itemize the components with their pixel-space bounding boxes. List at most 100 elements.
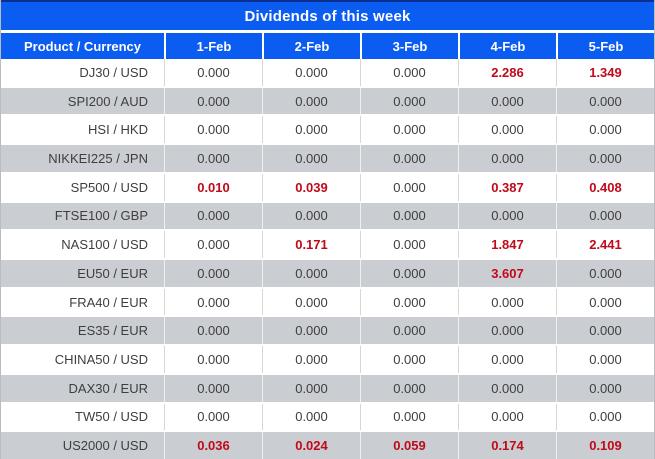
- value-cell: 0.000: [556, 116, 654, 144]
- value-cell: 2.441: [556, 231, 654, 259]
- value-cell: 0.010: [164, 173, 262, 201]
- value-cell: 0.000: [164, 374, 262, 402]
- column-header-date: 5-Feb: [556, 33, 654, 59]
- value-cell: 0.000: [360, 59, 458, 86]
- value-cell: 1.349: [556, 59, 654, 86]
- value-cell: 0.000: [262, 374, 360, 402]
- value-cell: 0.000: [262, 288, 360, 316]
- value-cell: 0.000: [164, 403, 262, 431]
- value-cell: 0.000: [556, 202, 654, 230]
- title-separator: [1, 30, 654, 33]
- value-cell: 0.000: [164, 288, 262, 316]
- table-row: FRA40 / EUR 0.000 0.000 0.000 0.000 0.000: [1, 288, 654, 318]
- table-row: NAS100 / USD 0.000 0.171 0.000 1.847 2.441: [1, 231, 654, 261]
- value-cell: 0.024: [262, 432, 360, 459]
- value-cell: 0.000: [164, 145, 262, 172]
- value-cell: 0.000: [458, 116, 556, 144]
- column-header-date: 1-Feb: [164, 33, 262, 59]
- product-cell: SPI200 / AUD: [67, 93, 148, 109]
- value-cell: 0.000: [262, 145, 360, 172]
- value-cell: 0.000: [360, 116, 458, 144]
- value-cell: 0.408: [556, 173, 654, 201]
- table-body: DJ30 / USD 0.000 0.000 0.000 2.286 1.349 SPI20…: [1, 59, 654, 459]
- value-cell: 0.000: [262, 59, 360, 86]
- value-cell: 0.000: [164, 317, 262, 345]
- value-cell: 2.286: [458, 59, 556, 86]
- value-cell: 0.000: [458, 202, 556, 230]
- table-header-row: Product / Currency 1-Feb 2-Feb 3-Feb 4-Feb 5-…: [1, 33, 654, 59]
- value-cell: 0.000: [556, 288, 654, 316]
- value-cell: 0.000: [164, 59, 262, 86]
- value-cell: 0.000: [360, 231, 458, 259]
- value-cell: 0.000: [458, 288, 556, 316]
- table-row: CHINA50 / USD 0.000 0.000 0.000 0.000 0.000: [1, 346, 654, 375]
- product-cell: NAS100 / USD: [61, 237, 148, 253]
- table-title: Dividends of this week: [1, 0, 654, 30]
- product-cell: HSI / HKD: [88, 122, 148, 138]
- value-cell: 0.000: [360, 403, 458, 431]
- value-cell: 0.000: [556, 346, 654, 373]
- value-cell: 0.059: [360, 432, 458, 459]
- value-cell: 0.000: [360, 202, 458, 230]
- value-cell: 0.000: [458, 346, 556, 373]
- value-cell: 0.000: [360, 288, 458, 316]
- table-row: NIKKEI225 / JPN 0.000 0.000 0.000 0.000 0.000: [1, 145, 654, 174]
- product-cell: NIKKEI225 / JPN: [48, 151, 148, 167]
- value-cell: 0.036: [164, 432, 262, 459]
- value-cell: 1.847: [458, 231, 556, 259]
- value-cell: 0.000: [262, 87, 360, 115]
- value-cell: 0.000: [458, 374, 556, 402]
- value-cell: 0.000: [262, 116, 360, 144]
- value-cell: 0.000: [360, 317, 458, 345]
- table-row: FTSE100 / GBP 0.000 0.000 0.000 0.000 0.000: [1, 202, 654, 232]
- table-row: DAX30 / EUR 0.000 0.000 0.000 0.000 0.000: [1, 374, 654, 404]
- value-cell: 0.000: [556, 374, 654, 402]
- product-cell: ES35 / EUR: [77, 323, 148, 339]
- table-row: SPI200 / AUD 0.000 0.000 0.000 0.000 0.000: [1, 87, 654, 117]
- value-cell: 0.000: [262, 403, 360, 431]
- value-cell: 0.000: [262, 260, 360, 287]
- product-cell: EU50 / EUR: [77, 265, 148, 281]
- value-cell: 0.000: [360, 346, 458, 373]
- value-cell: 0.000: [556, 145, 654, 172]
- column-header-date: 2-Feb: [262, 33, 360, 59]
- value-cell: 0.000: [556, 260, 654, 287]
- value-cell: 0.000: [458, 87, 556, 115]
- value-cell: 0.000: [360, 173, 458, 201]
- value-cell: 0.000: [556, 317, 654, 345]
- column-header-date: 4-Feb: [458, 33, 556, 59]
- product-cell: DJ30 / USD: [79, 64, 148, 80]
- value-cell: 0.000: [360, 260, 458, 287]
- product-cell: CHINA50 / USD: [54, 352, 148, 368]
- value-cell: 0.000: [360, 145, 458, 172]
- table-row: SP500 / USD 0.010 0.039 0.000 0.387 0.408: [1, 173, 654, 203]
- product-cell: TW50 / USD: [75, 409, 148, 425]
- value-cell: 0.000: [164, 231, 262, 259]
- value-cell: 0.000: [164, 346, 262, 373]
- value-cell: 0.000: [556, 87, 654, 115]
- product-cell: US2000 / USD: [62, 438, 148, 454]
- value-cell: 0.000: [458, 403, 556, 431]
- value-cell: 0.000: [262, 346, 360, 373]
- column-header-product: Product / Currency: [23, 38, 142, 54]
- product-cell: SP500 / USD: [70, 179, 148, 195]
- table-row: TW50 / USD 0.000 0.000 0.000 0.000 0.000: [1, 403, 654, 433]
- product-cell: FTSE100 / GBP: [54, 208, 148, 224]
- value-cell: 3.607: [458, 260, 556, 287]
- value-cell: 0.000: [360, 87, 458, 115]
- value-cell: 0.000: [164, 202, 262, 230]
- value-cell: 0.000: [360, 374, 458, 402]
- value-cell: 0.000: [556, 403, 654, 431]
- value-cell: 0.387: [458, 173, 556, 201]
- value-cell: 0.039: [262, 173, 360, 201]
- table-row: ES35 / EUR 0.000 0.000 0.000 0.000 0.000: [1, 317, 654, 347]
- value-cell: 0.000: [164, 260, 262, 287]
- table-row: EU50 / EUR 0.000 0.000 0.000 3.607 0.000: [1, 260, 654, 289]
- table-row: HSI / HKD 0.000 0.000 0.000 0.000 0.000: [1, 116, 654, 146]
- table-row: US2000 / USD 0.036 0.024 0.059 0.174 0.109: [1, 432, 654, 459]
- value-cell: 0.000: [262, 202, 360, 230]
- column-header-date: 3-Feb: [360, 33, 458, 59]
- value-cell: 0.174: [458, 432, 556, 459]
- value-cell: 0.000: [458, 317, 556, 345]
